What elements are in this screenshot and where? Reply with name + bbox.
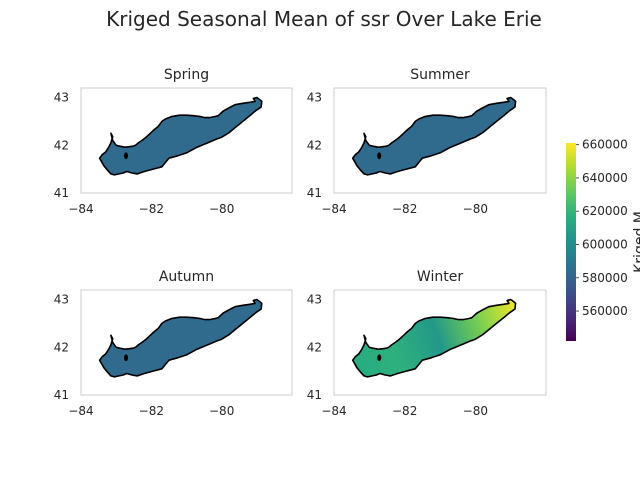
panel-title: Spring	[164, 67, 209, 83]
y-tick-label: 41	[54, 388, 69, 402]
x-tick-label: −82	[392, 202, 417, 216]
panel-spring: Spring −84 −82 −80 41 42 43	[54, 67, 293, 216]
panel-frame	[333, 289, 547, 396]
y-tick-label: 41	[307, 388, 322, 402]
x-tick-label: −80	[463, 404, 488, 418]
colorbar-gradient	[566, 143, 576, 341]
panel-frame	[80, 87, 293, 194]
y-tick-label: 42	[307, 340, 322, 354]
y-tick-label: 42	[54, 340, 69, 354]
y-tick-label: 42	[54, 138, 69, 152]
chart-title: Kriged Seasonal Mean of ssr Over Lake Er…	[106, 7, 542, 31]
x-tick-label: −84	[68, 404, 93, 418]
x-tick-label: −80	[209, 404, 234, 418]
panel-frame	[80, 289, 293, 396]
colorbar-tick-label: 580000	[582, 271, 628, 285]
y-tick-label: 41	[307, 186, 322, 200]
x-tick-label: −84	[68, 202, 93, 216]
colorbar: 560000 580000 600000 620000 640000 660000 Krig…	[566, 138, 640, 341]
x-tick-label: −84	[321, 404, 346, 418]
x-tick-label: −80	[209, 202, 234, 216]
y-tick-label: 43	[54, 91, 69, 105]
colorbar-tick-label: 640000	[582, 171, 628, 185]
colorbar-label: Kriged M	[632, 211, 640, 273]
lake-erie-shape	[98, 298, 263, 378]
panel-summer: Summer −84 −82 −80 41 42 43	[307, 67, 547, 216]
y-tick-label: 42	[307, 138, 322, 152]
island-marker	[124, 354, 129, 362]
y-tick-label: 43	[307, 91, 322, 105]
y-tick-label: 41	[54, 186, 69, 200]
panel-title: Autumn	[159, 269, 214, 285]
island-marker	[124, 152, 129, 160]
colorbar-tick-label: 660000	[582, 138, 628, 152]
x-tick-label: −82	[139, 202, 164, 216]
y-tick-label: 43	[54, 293, 69, 307]
x-tick-label: −80	[463, 202, 488, 216]
island-marker	[377, 354, 382, 362]
panel-winter: Winter −84 −82 −80 41 42 43	[307, 269, 547, 418]
panel-title: Winter	[417, 269, 463, 285]
x-tick-label: −84	[321, 202, 346, 216]
colorbar-tick-label: 600000	[582, 237, 628, 251]
colorbar-tick-label: 620000	[582, 204, 628, 218]
y-tick-label: 43	[307, 293, 322, 307]
panels: Spring −84 −82 −80 41 42 43 Summer −84 −82 −80 41 42…	[54, 67, 547, 418]
colorbar-tick-label: 560000	[582, 304, 628, 318]
lake-erie-shape	[351, 96, 517, 176]
x-tick-label: −82	[139, 404, 164, 418]
panel-frame	[333, 87, 547, 194]
lake-erie-shape	[98, 96, 263, 176]
panel-autumn: Autumn −84 −82 −80 41 42 43	[54, 269, 293, 418]
island-marker	[377, 152, 382, 160]
lake-erie-shape	[351, 298, 517, 378]
x-tick-label: −82	[392, 404, 417, 418]
panel-title: Summer	[410, 67, 470, 83]
